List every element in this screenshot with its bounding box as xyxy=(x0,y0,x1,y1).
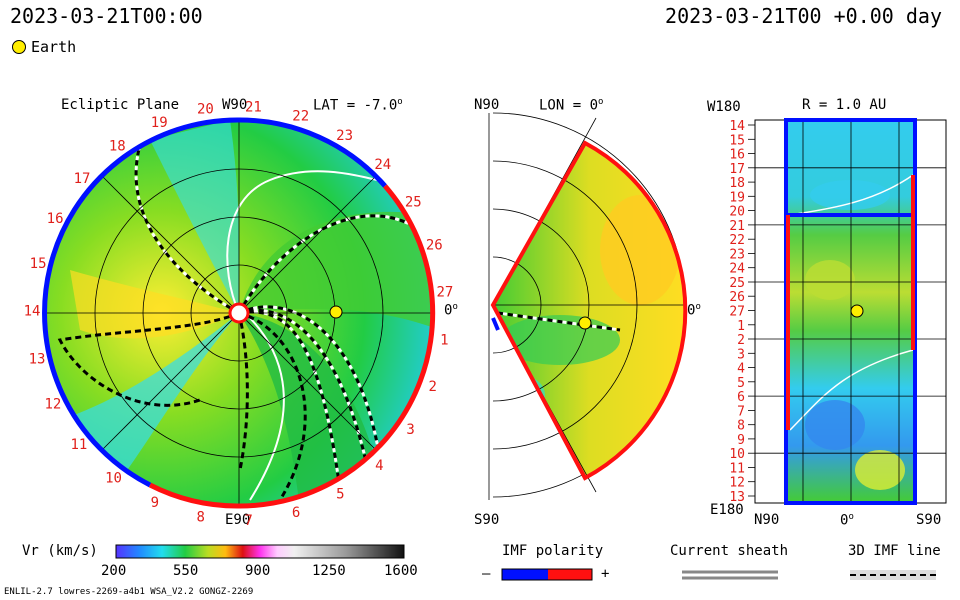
carrington-label: 4 xyxy=(375,458,383,474)
synoptic-row-label: 17 xyxy=(729,162,745,177)
colorbar-label: Vr (km/s) xyxy=(22,543,98,559)
carrington-label: 6 xyxy=(292,505,300,521)
synoptic-row-label: 10 xyxy=(729,447,745,462)
carrington-label: 12 xyxy=(44,397,61,413)
carrington-label: 3 xyxy=(406,422,414,438)
synoptic-row-label: 15 xyxy=(729,133,745,148)
model-info: ENLIL-2.7 lowres-2269-a4b1 WSA_V2.2 GONG… xyxy=(4,587,254,597)
meridional-s90-label: S90 xyxy=(474,512,500,528)
synoptic-zero-label: 0o xyxy=(840,512,854,529)
current-sheath-title: Current sheath xyxy=(670,543,789,559)
colorbar-tick-1: 550 xyxy=(173,563,199,579)
carrington-labels: 20 21222324252627123456789101112131415161… xyxy=(24,100,454,529)
ecliptic-lat-label: LAT = -7.0o xyxy=(313,97,403,114)
synoptic-row-label: 19 xyxy=(729,190,745,205)
meridional-lon-label: LON = 0o xyxy=(539,97,604,114)
carrington-label: 16 xyxy=(47,211,64,227)
synoptic-row-label: 1 xyxy=(737,319,745,334)
carrington-label: 27 xyxy=(436,284,453,300)
left-datetime: 2023-03-21T00:00 xyxy=(10,4,203,28)
synoptic-e180-label: E180 xyxy=(710,502,744,518)
carrington-label: 23 xyxy=(336,128,353,144)
synoptic-panel xyxy=(754,118,947,505)
synoptic-row-label: 20 xyxy=(729,205,745,220)
right-datetime: 2023-03-21T00 +0.00 day xyxy=(665,4,942,28)
carrington-label: 15 xyxy=(30,256,47,272)
synoptic-row-label: 24 xyxy=(729,262,745,277)
carrington-label: 26 xyxy=(426,238,443,254)
earth-marker-ecliptic xyxy=(329,305,343,319)
meridional-plane-panel xyxy=(488,112,688,500)
carrington-label: 9 xyxy=(151,495,159,511)
synoptic-row-label: 26 xyxy=(729,290,745,305)
ecliptic-plane-panel xyxy=(42,117,436,509)
sun-marker xyxy=(228,302,250,324)
synoptic-row-label: 16 xyxy=(729,148,745,163)
carrington-label: 25 xyxy=(405,194,422,210)
carrington-label: 7 xyxy=(244,513,252,529)
synoptic-row-label: 25 xyxy=(729,276,745,291)
carrington-label: 8 xyxy=(196,509,204,525)
synoptic-row-label: 4 xyxy=(737,362,745,377)
ecliptic-title: Ecliptic Plane xyxy=(61,97,180,113)
carrington-label: 24 xyxy=(374,157,391,173)
synoptic-row-label: 23 xyxy=(729,247,745,262)
carrington-label: 21 xyxy=(245,100,262,116)
imf-negative-swatch xyxy=(502,569,548,580)
synoptic-w180-label: W180 xyxy=(707,99,741,115)
synoptic-row-label: 8 xyxy=(737,419,745,434)
meridional-zero-label: 0o xyxy=(687,302,701,319)
synoptic-row-label: 14 xyxy=(729,119,745,134)
carrington-label: 22 xyxy=(292,108,309,124)
imf3d-title: 3D IMF line xyxy=(848,543,941,559)
earth-marker-synoptic xyxy=(850,304,864,318)
synoptic-row-label: 6 xyxy=(737,390,745,405)
carrington-label: 14 xyxy=(24,304,41,320)
synoptic-r-label: R = 1.0 AU xyxy=(802,97,887,113)
earth-marker-meridional xyxy=(578,316,592,330)
colorbar-tick-0: 200 xyxy=(101,563,127,579)
synoptic-s90-label: S90 xyxy=(916,512,942,528)
synoptic-row-label: 7 xyxy=(737,404,745,419)
earth-legend-marker xyxy=(12,40,26,54)
ecliptic-e90-label: E90 xyxy=(225,512,251,528)
synoptic-row-label: 18 xyxy=(729,176,745,191)
colorbar-tick-4: 1600 xyxy=(384,563,418,579)
carrington-label: 20 xyxy=(197,102,214,118)
carrington-label: 11 xyxy=(70,437,87,453)
ecliptic-zero-label: 0o xyxy=(444,302,458,319)
imf-plus-label: + xyxy=(601,566,610,582)
imf-minus-label: – xyxy=(482,566,491,582)
synoptic-row-label: 2 xyxy=(737,333,745,348)
synoptic-row-label: 5 xyxy=(737,376,745,391)
synoptic-row-label: 21 xyxy=(729,219,745,234)
carrington-label: 13 xyxy=(29,351,46,367)
synoptic-row-label: 22 xyxy=(729,233,745,248)
carrington-label: 19 xyxy=(151,115,168,131)
colorbar-tick-3: 1250 xyxy=(312,563,346,579)
synoptic-row-labels: 1415161718192021222324252627123456789101… xyxy=(729,119,755,505)
synoptic-n90-label: N90 xyxy=(754,512,780,528)
carrington-label: 17 xyxy=(74,171,91,187)
carrington-label: 10 xyxy=(105,471,122,487)
earth-legend-label: Earth xyxy=(31,38,77,56)
carrington-label: 5 xyxy=(336,487,344,503)
ecliptic-w90-label: W90 xyxy=(222,97,248,113)
imf-polarity-title: IMF polarity xyxy=(502,543,604,559)
synoptic-row-label: 27 xyxy=(729,305,745,320)
carrington-label: 2 xyxy=(428,379,436,395)
synoptic-row-label: 3 xyxy=(737,347,745,362)
velocity-colorbar xyxy=(115,544,405,559)
colorbar-tick-2: 900 xyxy=(245,563,271,579)
synoptic-row-label: 13 xyxy=(729,490,745,505)
synoptic-row-label: 12 xyxy=(729,476,745,491)
imf-positive-swatch xyxy=(548,569,592,580)
carrington-label: 1 xyxy=(440,332,448,348)
carrington-label: 18 xyxy=(109,139,126,155)
synoptic-row-label: 11 xyxy=(729,462,745,477)
meridional-n90-label: N90 xyxy=(474,97,500,113)
synoptic-row-label: 9 xyxy=(737,433,745,448)
